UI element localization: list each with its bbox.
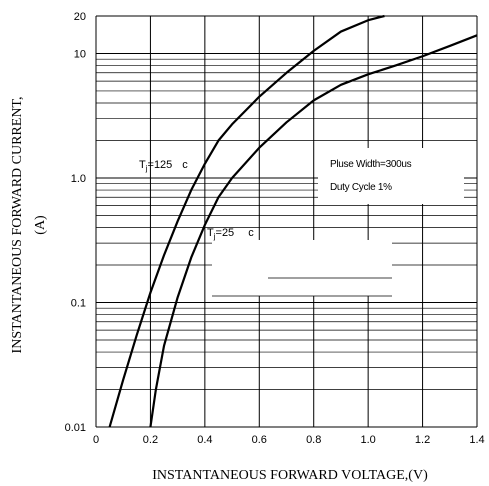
- y-tick-label: 0.01: [65, 422, 86, 434]
- series-label-tj-25: Tj=25 c: [207, 227, 254, 241]
- y-tick-label: 10: [74, 48, 86, 60]
- series-label-tj-125-sub: j: [145, 164, 148, 173]
- x-tick-label: 0.2: [143, 434, 158, 446]
- y-tick-labels: 0.01 0.1 1.0 10 20: [65, 11, 86, 434]
- x-tick-labels: 0 0.2 0.4 0.6 0.8 1.0 1.2 1.4: [93, 434, 485, 446]
- curves: [108, 14, 478, 428]
- series-label-tj-25-sub: j: [213, 232, 216, 241]
- x-axis-title: INSTANTANEOUS FORWARD VOLTAGE,(V): [152, 468, 428, 483]
- annotation-pulse-width: Pluse Width=300us: [330, 159, 412, 170]
- x-tick-label: 0: [93, 434, 99, 446]
- series-label-tj-25-value: =25: [216, 227, 235, 239]
- x-tick-label: 1.0: [360, 434, 375, 446]
- annotation-duty-cycle: Duty Cycle 1%: [330, 182, 392, 193]
- annotation-background: [212, 148, 464, 297]
- y-tick-label: 1.0: [71, 173, 86, 185]
- y-axis-title: INSTANTANEOUS FORWARD CURRENT, (A): [10, 97, 48, 354]
- series-label-tj-25-unit: c: [248, 227, 254, 239]
- annotation-box-mask: [318, 148, 464, 204]
- x-tick-label: 1.2: [415, 434, 430, 446]
- series-label-tj-125: Tj=125 c: [139, 159, 188, 173]
- grid: [95, 15, 478, 428]
- series-label-tj-125-unit: c: [182, 159, 188, 171]
- x-tick-label: 0.6: [252, 434, 267, 446]
- series-label-tj-125-value: =125: [148, 159, 173, 171]
- series-label-tj-25-t: T: [207, 227, 214, 239]
- series-label-tj-125-t: T: [139, 159, 146, 171]
- series-line-1: [149, 34, 478, 428]
- y-axis-title-line2: (A): [33, 215, 48, 235]
- x-tick-label: 1.4: [469, 434, 484, 446]
- series-label-mask: [212, 240, 392, 296]
- series-line-0: [108, 14, 385, 428]
- x-tick-label: 0.4: [197, 434, 212, 446]
- y-tick-label: 20: [74, 11, 86, 23]
- x-tick-label: 0.8: [306, 434, 321, 446]
- y-axis-title-line1: INSTANTANEOUS FORWARD CURRENT,: [10, 97, 25, 354]
- y-tick-label: 0.1: [71, 297, 86, 309]
